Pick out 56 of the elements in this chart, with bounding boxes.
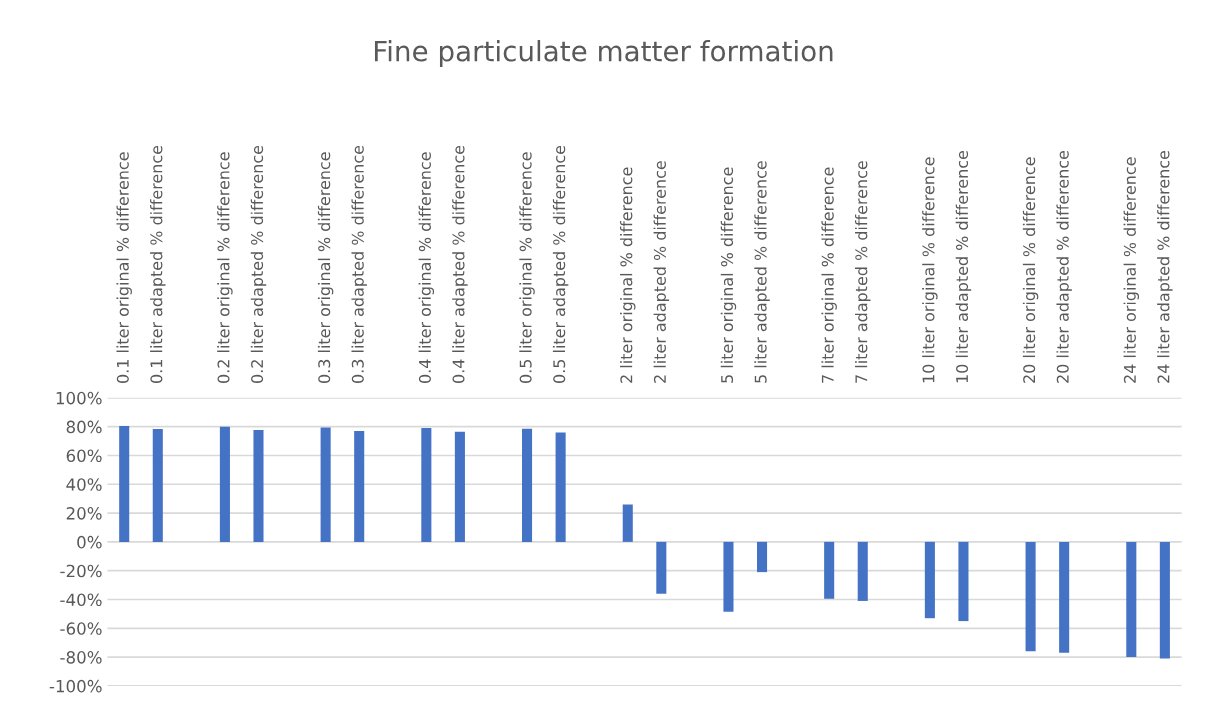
bar <box>723 541 734 612</box>
x-tick-label: 0.3 liter adapted % difference <box>351 145 367 383</box>
bar <box>354 430 365 542</box>
bar <box>421 428 432 542</box>
x-tick-label: 0.3 liter original % difference <box>317 152 334 383</box>
x-tick-label: 0.4 liter adapted % difference <box>452 145 468 383</box>
x-tick-label: 0.4 liter original % difference <box>418 152 435 383</box>
x-tick-label: 24 liter adapted % difference <box>1157 150 1173 383</box>
x-tick-label: 2 liter original % difference <box>620 167 636 383</box>
x-tick-label: 7 liter adapted % difference <box>855 161 871 383</box>
y-tick-label: 60% <box>66 449 102 463</box>
y-tick-label: -20% <box>60 564 102 578</box>
bar <box>1059 541 1070 653</box>
x-tick-label: 0.1 liter adapted % difference <box>150 145 166 383</box>
bar <box>1159 541 1170 659</box>
y-tick-label: -60% <box>60 622 102 635</box>
y-tick-label: 0% <box>77 535 102 549</box>
x-tick-label: 0.2 liter original % difference <box>217 152 233 383</box>
x-tick-label: 0.5 liter adapted % difference <box>552 145 569 383</box>
bar <box>555 432 566 542</box>
y-tick-label: -80% <box>60 651 102 664</box>
y-tick-label: -100% <box>49 679 102 693</box>
x-tick-label: 2 liter adapted % difference <box>653 161 670 383</box>
y-tick-label: -40% <box>60 593 102 607</box>
bar <box>824 541 835 599</box>
bar <box>857 541 868 601</box>
x-tick-label: 24 liter original % difference <box>1123 157 1140 383</box>
y-tick-label: 80% <box>66 420 102 434</box>
bar <box>219 426 230 542</box>
x-tick-label: 0.1 liter original % difference <box>116 152 132 383</box>
x-tick-label: 0.2 liter adapted % difference <box>250 145 267 383</box>
bar <box>1126 541 1137 658</box>
y-tick-label: 20% <box>66 507 102 520</box>
bar <box>454 431 465 542</box>
bar <box>924 541 935 619</box>
bar <box>119 425 130 542</box>
bar <box>656 541 667 594</box>
y-tick-label: 40% <box>66 478 102 491</box>
x-tick-label: 0.5 liter original % difference <box>519 152 535 383</box>
bar <box>958 541 969 622</box>
chart-title: Fine particulate matter formation <box>374 40 833 67</box>
x-tick-label: 20 liter original % difference <box>1022 157 1039 383</box>
bar <box>320 427 331 542</box>
x-tick-label: 5 liter original % difference <box>720 167 737 383</box>
x-tick-label: 10 liter original % difference <box>922 157 938 383</box>
x-tick-label: 20 liter adapted % difference <box>1056 150 1072 383</box>
bar <box>522 428 533 542</box>
x-tick-label: 10 liter adapted % difference <box>955 150 972 383</box>
x-tick-label: 5 liter adapted % difference <box>754 161 770 383</box>
x-tick-label: 7 liter original % difference <box>821 167 837 383</box>
bar <box>253 430 264 542</box>
bar <box>1025 541 1036 652</box>
bar <box>622 504 633 542</box>
bar <box>152 428 163 542</box>
bar <box>757 541 768 573</box>
y-tick-label: 100% <box>56 391 102 405</box>
